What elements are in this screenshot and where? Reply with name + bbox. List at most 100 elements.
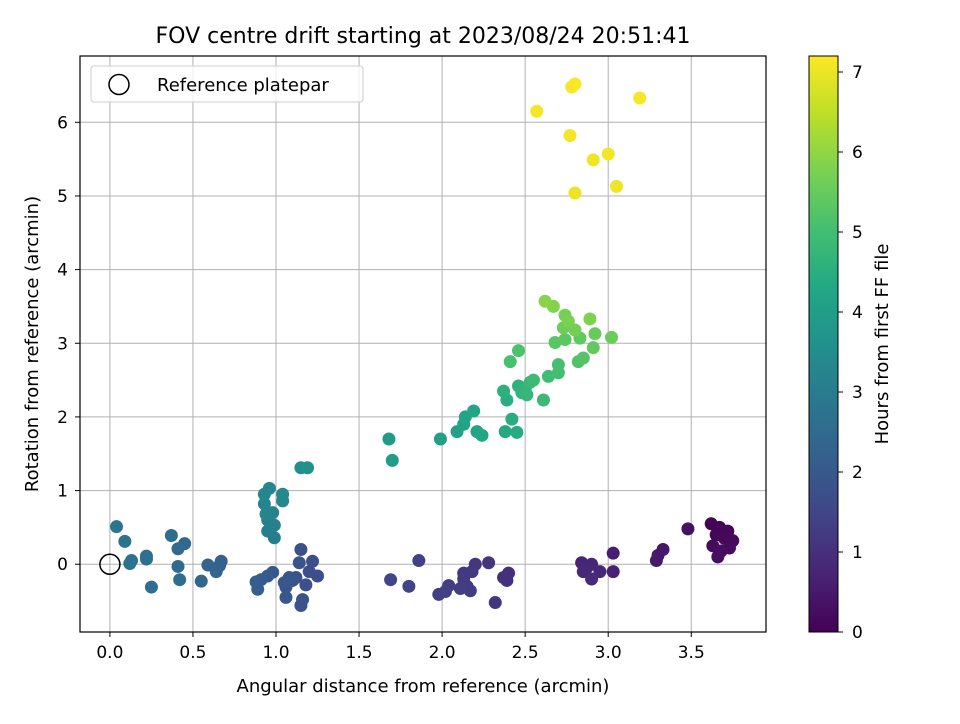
data-point bbox=[548, 336, 562, 350]
plot-area bbox=[80, 56, 766, 632]
data-point bbox=[500, 573, 514, 587]
data-point bbox=[601, 147, 615, 161]
data-points bbox=[99, 77, 740, 612]
chart-title: FOV centre drift starting at 2023/08/24 … bbox=[156, 24, 691, 49]
colorbar-label: Hours from first FF file bbox=[872, 244, 893, 445]
data-point bbox=[541, 369, 555, 383]
colorbar-tick-label: 3 bbox=[852, 383, 863, 403]
data-point bbox=[257, 497, 271, 511]
data-point bbox=[384, 573, 398, 587]
data-point bbox=[201, 558, 215, 572]
y-tick-label: 0 bbox=[57, 555, 68, 575]
data-point bbox=[412, 554, 426, 568]
x-tick-label: 1.5 bbox=[346, 643, 373, 663]
data-point bbox=[164, 529, 178, 543]
colorbar-tick-label: 0 bbox=[852, 623, 863, 643]
y-axis-label: Rotation from reference (arcmin) bbox=[22, 196, 43, 492]
data-point bbox=[144, 580, 158, 594]
data-point bbox=[681, 522, 695, 536]
data-point bbox=[610, 179, 624, 193]
data-point bbox=[299, 578, 313, 592]
colorbar-tick-label: 5 bbox=[852, 223, 863, 243]
colorbar-tick-label: 4 bbox=[852, 303, 863, 323]
data-point bbox=[118, 534, 132, 548]
data-point bbox=[123, 556, 137, 570]
data-point bbox=[633, 91, 647, 105]
data-point bbox=[433, 432, 447, 446]
data-point bbox=[294, 598, 308, 612]
data-point bbox=[438, 584, 452, 598]
data-point bbox=[593, 565, 607, 579]
x-tick-label: 1.0 bbox=[262, 643, 289, 663]
data-point bbox=[171, 542, 185, 556]
data-point bbox=[649, 554, 663, 568]
y-tick-label: 6 bbox=[57, 113, 68, 133]
data-point bbox=[292, 556, 306, 570]
data-point bbox=[488, 596, 502, 610]
data-point bbox=[259, 507, 273, 521]
x-tick-label: 3.0 bbox=[595, 643, 622, 663]
data-point bbox=[463, 584, 477, 598]
x-axis-label: Angular distance from reference (arcmin) bbox=[237, 676, 610, 697]
data-point bbox=[262, 481, 276, 495]
y-tick-label: 4 bbox=[57, 261, 68, 281]
legend-label: Reference platepar bbox=[157, 75, 329, 96]
y-tick-label: 1 bbox=[57, 482, 68, 502]
data-point bbox=[538, 294, 552, 308]
legend-box bbox=[90, 65, 364, 103]
data-point bbox=[475, 428, 489, 442]
data-point bbox=[576, 565, 590, 579]
x-tick-label: 2.0 bbox=[429, 643, 456, 663]
data-point bbox=[110, 520, 124, 534]
data-point bbox=[453, 582, 467, 596]
x-tick-label: 3.5 bbox=[678, 643, 705, 663]
data-point bbox=[606, 546, 620, 560]
y-tick-label: 3 bbox=[57, 334, 68, 354]
data-point bbox=[536, 393, 550, 407]
data-point bbox=[585, 572, 599, 586]
data-point bbox=[249, 575, 263, 589]
x-tick-label: 2.5 bbox=[512, 643, 539, 663]
data-point bbox=[558, 333, 572, 347]
data-point bbox=[512, 344, 526, 358]
data-point bbox=[561, 314, 575, 328]
data-point bbox=[605, 330, 619, 344]
data-point bbox=[139, 552, 153, 566]
data-point bbox=[551, 358, 565, 372]
colorbar-tick-label: 6 bbox=[852, 143, 863, 163]
colorbar-tick-label: 1 bbox=[852, 543, 863, 563]
data-point bbox=[294, 543, 308, 557]
data-point bbox=[583, 312, 597, 326]
data-point bbox=[402, 579, 416, 593]
data-point bbox=[588, 327, 602, 341]
data-point bbox=[385, 453, 399, 467]
data-point bbox=[563, 129, 577, 143]
data-point bbox=[526, 373, 540, 387]
data-point bbox=[510, 425, 524, 439]
y-axis-ticks: 0 1 2 3 4 5 6 bbox=[57, 113, 80, 575]
data-point bbox=[277, 576, 291, 590]
data-point bbox=[576, 351, 590, 365]
data-point bbox=[497, 384, 511, 398]
data-point bbox=[482, 556, 496, 570]
data-point bbox=[568, 323, 582, 337]
data-point bbox=[306, 554, 320, 568]
plot-frame bbox=[79, 55, 767, 633]
data-point bbox=[301, 461, 315, 475]
data-point bbox=[711, 550, 725, 564]
data-point bbox=[171, 559, 185, 573]
data-point bbox=[302, 565, 316, 579]
reference-point-marker bbox=[99, 553, 121, 575]
data-point bbox=[467, 404, 481, 418]
data-point bbox=[568, 186, 582, 200]
data-point bbox=[505, 412, 519, 426]
data-point bbox=[530, 104, 544, 118]
x-tick-label: 0.0 bbox=[96, 643, 123, 663]
x-tick-label: 0.5 bbox=[179, 643, 206, 663]
reference-marker-icon bbox=[108, 73, 130, 96]
data-point bbox=[194, 574, 208, 588]
data-point bbox=[520, 388, 534, 402]
colorbar-tick-label: 2 bbox=[852, 463, 863, 483]
data-point bbox=[503, 355, 517, 369]
